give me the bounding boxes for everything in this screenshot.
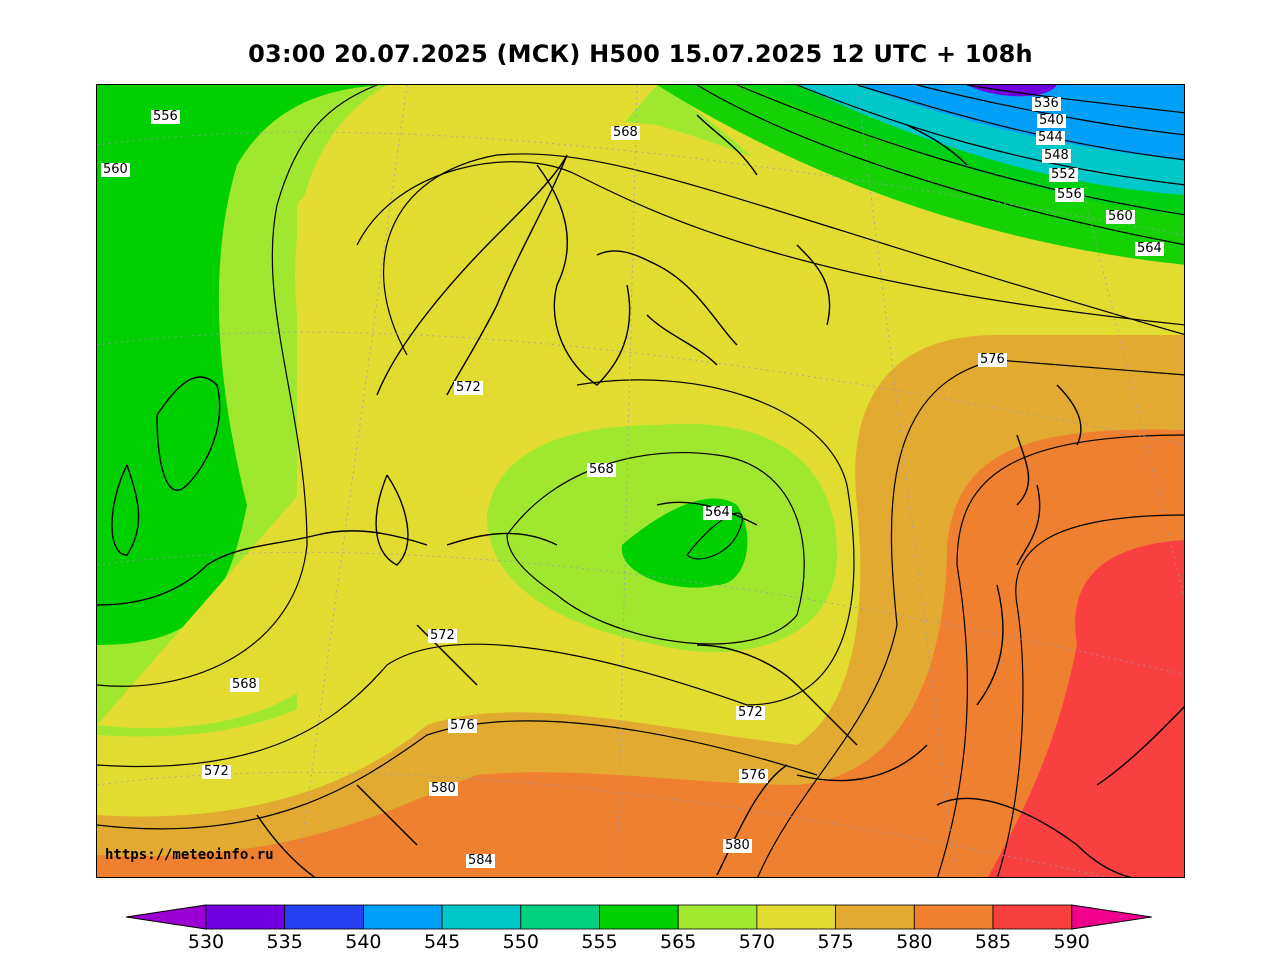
contour-label: 568 <box>587 462 616 477</box>
contour-label: 572 <box>454 380 483 395</box>
contour-label: 572 <box>202 764 231 779</box>
colorbar-cell <box>520 904 600 930</box>
band-560-center <box>621 498 748 588</box>
contour-label: 552 <box>1049 167 1078 182</box>
contour-label: 548 <box>1042 148 1071 163</box>
colorbar-tick-label: 590 <box>1053 931 1090 953</box>
colorbar-tick-label: 530 <box>187 931 225 953</box>
colorbar-tick-label: 585 <box>974 931 1012 953</box>
geopotential-map: https://meteoinfo.ru <box>96 84 1185 878</box>
band-590 <box>988 540 1184 877</box>
coastlines <box>97 114 1184 877</box>
colorbar-tick-label: 565 <box>660 931 697 953</box>
colorbar-under-triangle <box>126 904 207 930</box>
contour-label: 556 <box>1055 187 1084 202</box>
colorbar-cell <box>756 904 837 930</box>
colorbar-cell <box>913 904 994 930</box>
contour-label: 576 <box>978 352 1007 367</box>
contour-lines <box>97 85 1184 877</box>
colorbar-tick-label: 580 <box>896 931 933 953</box>
colorbar-tick-label: 540 <box>345 931 382 953</box>
colorbar-cell <box>992 904 1073 930</box>
contour-label: 568 <box>611 125 640 140</box>
contour-label: 580 <box>723 838 752 853</box>
colorbar-cell <box>205 904 286 930</box>
colorbar-cell <box>284 904 364 930</box>
band-585 <box>97 429 1184 877</box>
contour-label: 576 <box>448 718 477 733</box>
band-north-purple <box>967 85 1057 97</box>
colorbar-tick-label: 545 <box>423 931 461 953</box>
watermark: https://meteoinfo.ru <box>105 847 274 863</box>
contour-label: 540 <box>1037 113 1066 128</box>
colorbar-cell <box>441 904 522 930</box>
contour-label: 584 <box>466 853 495 868</box>
colorbar-tick-label: 550 <box>502 931 539 953</box>
contour-label: 556 <box>151 109 180 124</box>
contour-label: 564 <box>1135 241 1164 256</box>
contour-label: 580 <box>429 781 458 796</box>
colorbar-cell <box>835 904 915 930</box>
map-title: 03:00 20.07.2025 (МСК) H500 15.07.2025 1… <box>248 40 1033 68</box>
contour-label: 576 <box>739 768 768 783</box>
colorbar-tick-label: 575 <box>817 931 854 953</box>
contour-label: 544 <box>1036 130 1065 145</box>
map-fields <box>97 85 1184 877</box>
colorbar-tick-label: 555 <box>581 931 618 953</box>
contour-label: 568 <box>230 677 259 692</box>
colorbar-tick-label: 535 <box>266 931 303 953</box>
contour-label: 560 <box>1106 209 1135 224</box>
colorbar-cells <box>126 904 1152 930</box>
graticule <box>97 85 1184 877</box>
colorbar-over-triangle <box>1071 904 1152 930</box>
colorbar-cell <box>677 904 758 930</box>
contour-label: 564 <box>703 505 732 520</box>
contour-label: 572 <box>428 628 457 643</box>
contour-label: 572 <box>736 705 765 720</box>
contour-label: 536 <box>1032 96 1061 111</box>
colorbar-cell <box>362 904 443 930</box>
colorbar <box>126 904 1152 930</box>
colorbar-tick-label: 570 <box>738 931 776 953</box>
colorbar-cell <box>599 904 679 930</box>
contour-label: 560 <box>101 162 130 177</box>
